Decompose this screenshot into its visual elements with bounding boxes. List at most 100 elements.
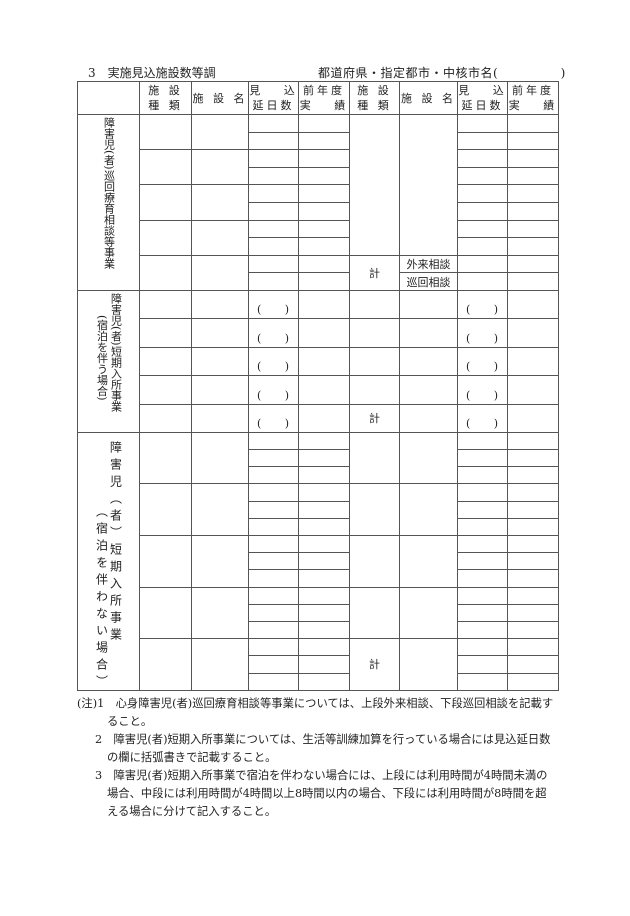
- estimated-days-cell[interactable]: [457, 272, 508, 291]
- facility-name-cell[interactable]: [191, 184, 249, 221]
- prior-year-cell[interactable]: [298, 569, 350, 588]
- parenthesis-field[interactable]: (): [257, 416, 289, 430]
- parenthesis-field[interactable]: (): [466, 360, 498, 374]
- facility-type-cell[interactable]: [349, 586, 400, 640]
- prior-year-cell[interactable]: [507, 254, 559, 274]
- estimated-days-cell[interactable]: [457, 431, 508, 451]
- facility-name-cell[interactable]: [191, 219, 249, 256]
- facility-name-cell[interactable]: [191, 346, 249, 377]
- facility-name-cell[interactable]: [191, 254, 249, 291]
- parenthesis-field[interactable]: (): [257, 331, 289, 345]
- prior-year-cell[interactable]: [507, 603, 559, 622]
- facility-name-cell[interactable]: [399, 431, 458, 485]
- facility-type-cell[interactable]: [139, 318, 192, 348]
- facility-type-cell[interactable]: [349, 431, 400, 485]
- estimated-days-cell[interactable]: (): [457, 318, 508, 348]
- estimated-days-cell[interactable]: [457, 166, 508, 186]
- estimated-days-cell[interactable]: [457, 131, 508, 151]
- prior-year-cell[interactable]: [298, 289, 350, 320]
- prior-year-cell[interactable]: [507, 149, 559, 168]
- estimated-days-cell[interactable]: (): [457, 375, 508, 405]
- parenthesis-field[interactable]: (): [466, 303, 498, 317]
- estimated-days-cell[interactable]: [248, 586, 299, 605]
- facility-type-cell[interactable]: [349, 318, 400, 348]
- facility-name-cell[interactable]: [191, 638, 249, 691]
- facility-name-cell[interactable]: [191, 289, 249, 320]
- prior-year-cell[interactable]: [507, 466, 559, 485]
- facility-name-cell[interactable]: [399, 535, 458, 588]
- facility-type-cell[interactable]: [139, 113, 192, 151]
- estimated-days-cell[interactable]: [248, 483, 299, 502]
- prior-year-cell[interactable]: [298, 254, 350, 274]
- prior-year-cell[interactable]: [507, 289, 559, 320]
- facility-name-cell[interactable]: [191, 149, 249, 186]
- estimated-days-cell[interactable]: [457, 517, 508, 537]
- prior-year-cell[interactable]: [507, 318, 559, 348]
- facility-name-cell[interactable]: [191, 375, 249, 405]
- estimated-days-cell[interactable]: [457, 552, 508, 571]
- facility-type-cell[interactable]: [139, 535, 192, 588]
- facility-name-cell[interactable]: [191, 113, 249, 151]
- parenthesis-field[interactable]: (): [257, 360, 289, 374]
- prior-year-cell[interactable]: [298, 131, 350, 151]
- prior-year-cell[interactable]: [507, 535, 559, 554]
- facility-name-cell[interactable]: [191, 403, 249, 433]
- prior-year-cell[interactable]: [298, 318, 350, 348]
- facility-name-cell[interactable]: [191, 483, 249, 537]
- estimated-days-cell[interactable]: [248, 431, 299, 451]
- facility-type-cell[interactable]: [139, 346, 192, 377]
- prior-year-cell[interactable]: [507, 638, 559, 657]
- estimated-days-cell[interactable]: [248, 638, 299, 657]
- estimated-days-cell[interactable]: [457, 201, 508, 221]
- estimated-days-cell[interactable]: [457, 620, 508, 640]
- facility-name-cell[interactable]: [399, 289, 458, 320]
- facility-name-cell[interactable]: [399, 586, 458, 640]
- prior-year-cell[interactable]: [298, 114, 350, 133]
- facility-name-cell[interactable]: [399, 114, 458, 256]
- prior-year-cell[interactable]: [298, 449, 350, 468]
- estimated-days-cell[interactable]: [248, 449, 299, 468]
- facility-type-cell[interactable]: [349, 346, 400, 377]
- prior-year-cell[interactable]: [507, 375, 559, 405]
- prior-year-cell[interactable]: [507, 552, 559, 571]
- facility-name-cell[interactable]: [191, 535, 249, 588]
- estimated-days-cell[interactable]: [457, 184, 508, 203]
- facility-name-cell[interactable]: [191, 318, 249, 348]
- estimated-days-cell[interactable]: (): [457, 403, 508, 433]
- facility-type-cell[interactable]: [349, 483, 400, 537]
- prior-year-cell[interactable]: [298, 272, 350, 291]
- estimated-days-cell[interactable]: (): [248, 318, 299, 348]
- estimated-days-cell[interactable]: (): [248, 375, 299, 405]
- estimated-days-cell[interactable]: [248, 237, 299, 256]
- facility-type-cell[interactable]: [139, 586, 192, 640]
- parenthesis-field[interactable]: (): [466, 416, 498, 430]
- estimated-days-cell[interactable]: [248, 166, 299, 186]
- facility-type-cell[interactable]: [139, 483, 192, 537]
- estimated-days-cell[interactable]: [248, 552, 299, 571]
- estimated-days-cell[interactable]: (): [457, 289, 508, 320]
- prior-year-cell[interactable]: [298, 586, 350, 605]
- prior-year-cell[interactable]: [507, 166, 559, 186]
- prior-year-cell[interactable]: [507, 569, 559, 588]
- prior-year-cell[interactable]: [507, 219, 559, 239]
- estimated-days-cell[interactable]: (): [248, 346, 299, 377]
- facility-name-cell[interactable]: [399, 346, 458, 377]
- prior-year-cell[interactable]: [298, 346, 350, 377]
- facility-type-cell[interactable]: [349, 114, 400, 256]
- facility-type-cell[interactable]: [139, 638, 192, 691]
- prior-year-cell[interactable]: [507, 403, 559, 433]
- prior-year-cell[interactable]: [298, 466, 350, 485]
- estimated-days-cell[interactable]: [248, 569, 299, 588]
- prior-year-cell[interactable]: [507, 237, 559, 256]
- estimated-days-cell[interactable]: [248, 149, 299, 168]
- facility-name-cell[interactable]: [191, 586, 249, 640]
- parenthesis-field[interactable]: (): [257, 388, 289, 402]
- facility-type-cell[interactable]: [139, 431, 192, 485]
- estimated-days-cell[interactable]: [248, 500, 299, 519]
- estimated-days-cell[interactable]: [248, 219, 299, 239]
- estimated-days-cell[interactable]: [248, 517, 299, 537]
- facility-type-cell[interactable]: [349, 535, 400, 588]
- estimated-days-cell[interactable]: [457, 449, 508, 468]
- facility-type-cell[interactable]: [139, 184, 192, 221]
- estimated-days-cell[interactable]: [248, 184, 299, 203]
